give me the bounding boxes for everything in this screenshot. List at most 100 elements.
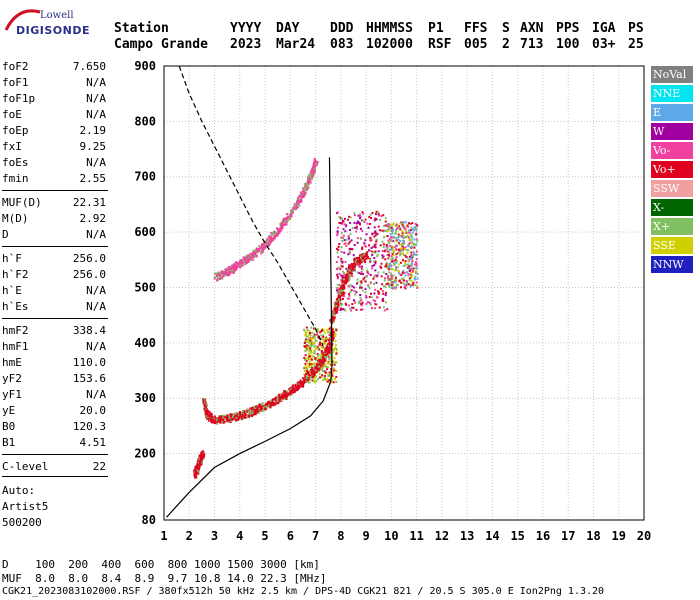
echo-point: [361, 273, 364, 276]
echo-point: [387, 239, 390, 242]
trace-point: [300, 380, 303, 383]
echo-point: [306, 348, 309, 351]
trace-point: [235, 417, 238, 420]
trace-point: [331, 317, 334, 320]
echo-point: [320, 330, 323, 333]
echo-point: [364, 280, 367, 283]
echo-point: [342, 228, 345, 231]
trace-point: [297, 383, 300, 386]
echo-point: [401, 272, 404, 275]
echo-point: [338, 284, 341, 287]
echo-point: [413, 246, 416, 249]
trace-point: [360, 259, 363, 262]
echo-point: [315, 339, 318, 342]
echo-point: [406, 234, 409, 237]
echo-point: [309, 364, 312, 367]
echo-point: [303, 342, 306, 345]
trace-point: [333, 313, 336, 316]
trace-point: [362, 253, 365, 256]
trace-point: [194, 466, 197, 469]
trace-point: [207, 415, 210, 418]
trace-point: [302, 196, 305, 199]
echo-point: [316, 329, 319, 332]
echo-point: [320, 334, 323, 337]
echo-point: [335, 261, 338, 264]
echo-point: [336, 283, 339, 286]
echo-point: [413, 253, 416, 256]
header-label-6: FFS: [464, 21, 488, 36]
trace-point: [221, 272, 224, 275]
echo-point: [390, 267, 393, 270]
trace-point: [251, 410, 254, 413]
echo-point: [395, 261, 398, 264]
echo-point: [370, 250, 373, 253]
param-yf2: yF2 153.6: [2, 372, 106, 388]
echo-point: [320, 329, 323, 332]
trace-point: [294, 208, 297, 211]
echo-point: [395, 286, 398, 289]
trace-point: [252, 251, 255, 254]
echo-point: [384, 224, 387, 227]
echo-point: [361, 211, 364, 214]
trace-point: [332, 331, 335, 334]
echo-point: [394, 246, 397, 249]
trace-point: [353, 261, 356, 264]
trace-point: [324, 359, 327, 362]
trace-point: [298, 381, 301, 384]
echo-point: [310, 345, 313, 348]
echo-point: [310, 363, 313, 366]
echo-point: [328, 379, 331, 382]
trace-point: [200, 463, 203, 466]
trace-point: [266, 239, 269, 242]
param-b1: B1 4.51: [2, 436, 106, 452]
trace-point: [248, 259, 251, 262]
echo-point: [359, 294, 362, 297]
trace-point: [346, 268, 349, 271]
trace-point: [331, 335, 334, 338]
echo-point: [316, 353, 319, 356]
trace-point: [329, 337, 332, 340]
trace-point: [353, 264, 356, 267]
trace-point: [261, 249, 264, 252]
echo-point: [415, 262, 418, 265]
trace-point: [348, 277, 351, 280]
trace-point: [322, 355, 325, 358]
trace-point: [309, 376, 312, 379]
param-value: 2.55: [79, 172, 107, 185]
trace-point: [230, 420, 233, 423]
trace-point: [202, 400, 205, 403]
header-label-1: YYYY: [230, 21, 262, 36]
echo-point: [409, 222, 412, 225]
echo-point: [386, 230, 389, 233]
echo-point: [311, 378, 314, 381]
echo-point: [407, 249, 410, 252]
echo-point: [390, 277, 393, 280]
logo-swoosh-icon: [4, 9, 41, 31]
echo-point: [340, 236, 343, 239]
trace-point: [276, 233, 279, 236]
echo-point: [348, 228, 351, 231]
echo-point: [398, 234, 401, 237]
echo-point: [377, 290, 380, 293]
echo-point: [343, 291, 346, 294]
trace-point: [231, 265, 234, 268]
echo-point: [373, 275, 376, 278]
echo-point: [340, 222, 343, 225]
echo-point: [384, 286, 387, 289]
trace-point: [266, 238, 269, 241]
trace-point: [278, 398, 281, 401]
param-fmin: fmin 2.55: [2, 172, 106, 188]
trace-point: [279, 229, 282, 232]
trace-point: [298, 195, 301, 198]
echo-point: [366, 271, 369, 274]
trace-point: [257, 249, 260, 252]
trace-point: [266, 402, 269, 405]
trace-point: [359, 256, 362, 259]
trace-point: [285, 392, 288, 395]
trace-point: [239, 262, 242, 265]
echo-point: [347, 242, 350, 245]
echo-point: [407, 283, 410, 286]
trace-point: [237, 262, 240, 265]
y-tick-label: 400: [134, 336, 156, 350]
trace-point: [350, 269, 353, 272]
